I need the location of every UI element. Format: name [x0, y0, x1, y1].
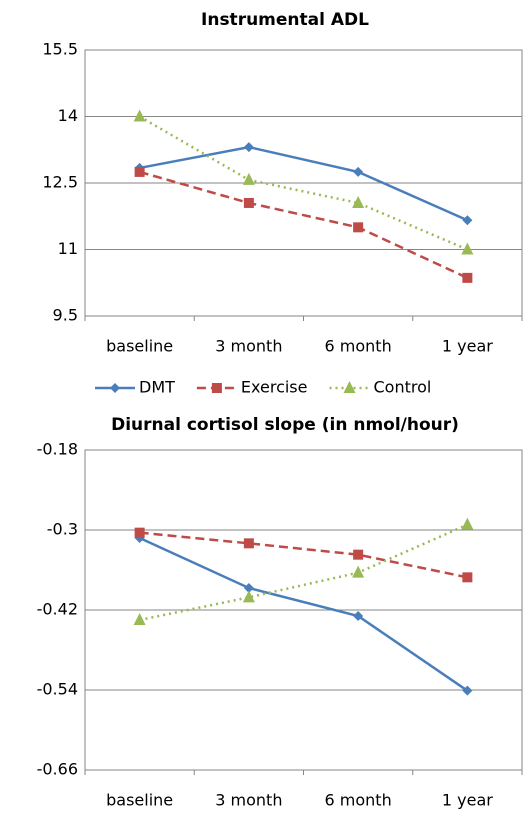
y-tick-label: -0.3 [47, 520, 78, 539]
y-tick-label: 12.5 [42, 173, 78, 192]
marker [243, 583, 254, 593]
y-tick-label: -0.42 [37, 600, 78, 619]
x-tick-label: 6 month [325, 791, 392, 810]
chart-title: Instrumental ADL [201, 10, 369, 30]
marker [353, 166, 364, 177]
y-tick-label: -0.54 [37, 680, 78, 699]
marker [134, 166, 145, 177]
marker [134, 527, 145, 538]
marker [353, 222, 364, 233]
marker [462, 272, 473, 283]
marker [243, 142, 254, 153]
marker [133, 109, 146, 122]
marker [110, 383, 120, 393]
y-tick-label: 15.5 [42, 40, 78, 59]
y-tick-label: -0.18 [37, 440, 78, 459]
marker [353, 611, 364, 621]
x-tick-label: 6 month [325, 337, 392, 356]
marker [461, 242, 474, 255]
series-line [139, 531, 468, 579]
marker [352, 565, 365, 578]
marker [462, 215, 473, 226]
marker [243, 197, 254, 208]
y-tick-label: 9.5 [53, 306, 78, 325]
marker [343, 381, 356, 393]
x-tick-label: baseline [106, 337, 173, 356]
legend-label: Control [373, 378, 431, 397]
x-tick-label: 3 month [215, 337, 282, 356]
marker [352, 195, 365, 208]
marker [461, 517, 474, 530]
x-tick-label: 1 year [442, 337, 493, 356]
x-tick-label: 1 year [442, 791, 493, 810]
x-tick-label: baseline [106, 791, 173, 810]
marker [353, 549, 364, 560]
chart-title: Diurnal cortisol slope (in nmol/hour) [111, 415, 459, 435]
legend-label: DMT [139, 378, 175, 397]
series-line [139, 145, 468, 222]
marker [242, 590, 255, 603]
series-line [139, 536, 469, 692]
series-line [139, 523, 468, 622]
marker [462, 685, 473, 696]
y-tick-label: -0.66 [37, 760, 78, 779]
legend-label: Exercise [241, 378, 308, 397]
marker [242, 172, 255, 185]
y-tick-label: 14 [58, 106, 78, 125]
x-tick-label: 3 month [215, 791, 282, 810]
y-tick-label: 11 [58, 239, 78, 258]
marker [462, 572, 473, 583]
series-line [139, 170, 468, 280]
marker [243, 538, 254, 549]
marker [133, 613, 146, 625]
marker [211, 383, 222, 393]
